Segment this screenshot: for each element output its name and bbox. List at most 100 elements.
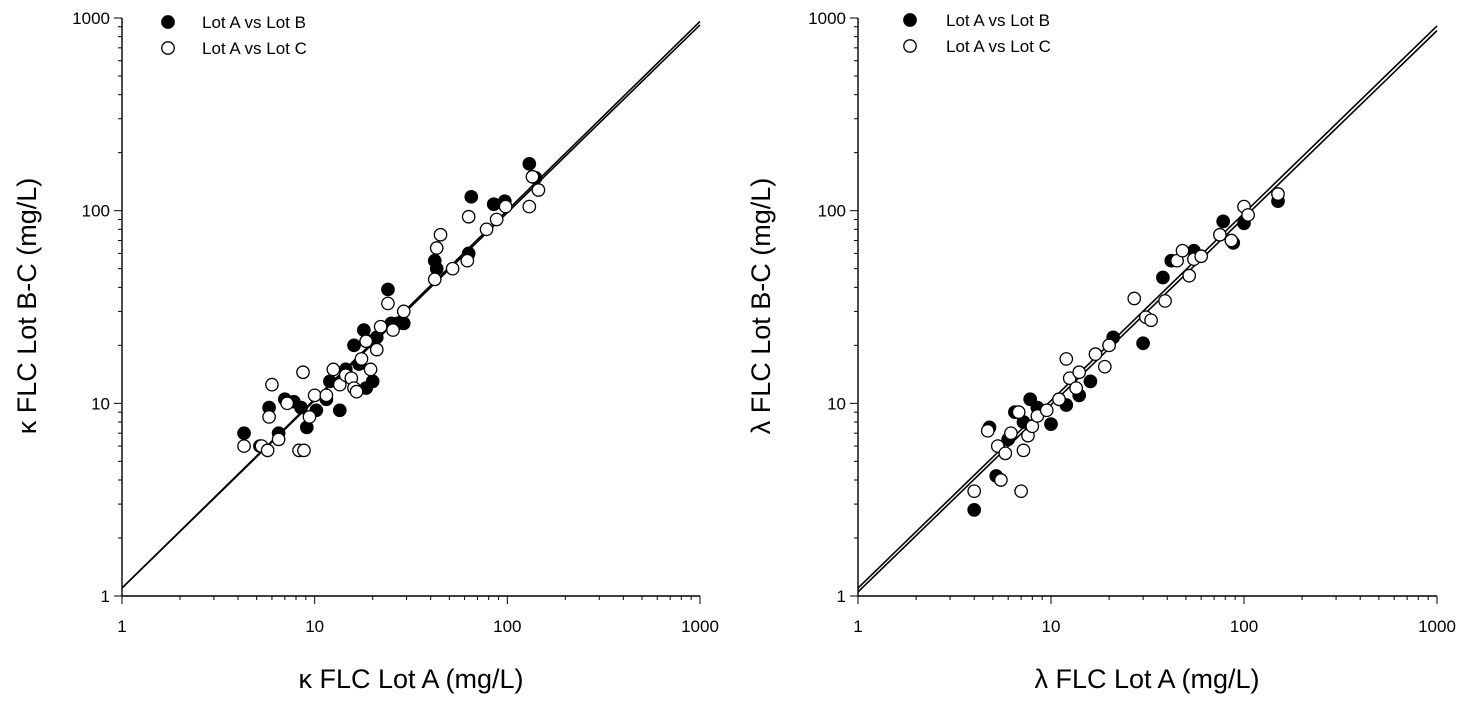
left-point-series-2 bbox=[460, 253, 475, 268]
right-point-series-1 bbox=[967, 502, 982, 517]
right-x-tick-label: 10 bbox=[1042, 617, 1061, 636]
left-x-tick-label: 1 bbox=[117, 617, 126, 636]
left-regression-line-2 bbox=[121, 20, 701, 589]
right-point-series-2 bbox=[1072, 365, 1087, 380]
right-point-series-2 bbox=[980, 423, 995, 438]
left-point-series-2 bbox=[297, 443, 311, 458]
left-point-series-1 bbox=[332, 403, 347, 418]
right-point-series-1 bbox=[1216, 214, 1231, 229]
left-point-series-2 bbox=[265, 377, 279, 392]
left-point-series-2 bbox=[396, 304, 411, 319]
right-point-series-2 bbox=[1004, 426, 1018, 441]
right-point-series-2 bbox=[1014, 484, 1028, 499]
left-y-tick-label: 10 bbox=[91, 394, 110, 413]
right-y-tick-label: 1 bbox=[837, 587, 846, 606]
right-point-series-2 bbox=[1102, 338, 1116, 353]
left-x-tick-label: 1000 bbox=[681, 617, 719, 636]
left-point-series-1 bbox=[381, 282, 395, 297]
right-legend-marker-1 bbox=[903, 13, 917, 27]
left-x-tick-label: 100 bbox=[493, 617, 521, 636]
left-legend-label-2: Lot A vs Lot C bbox=[202, 39, 307, 58]
left-point-series-2 bbox=[525, 169, 540, 184]
left-point-series-2 bbox=[433, 227, 448, 242]
right-point-series-1 bbox=[1083, 374, 1098, 389]
left-y-tick-label: 100 bbox=[82, 202, 110, 221]
right-x-tick-label: 100 bbox=[1230, 617, 1258, 636]
left-point-series-1 bbox=[365, 374, 380, 389]
left-point-series-2 bbox=[260, 443, 275, 458]
left-point-series-2 bbox=[381, 296, 395, 311]
left-y-axis-label: κ FLC Lot B-C (mg/L) bbox=[12, 178, 42, 435]
left-point-series-1 bbox=[464, 189, 479, 204]
left-point-series-2 bbox=[296, 365, 310, 380]
left-point-series-2 bbox=[369, 342, 384, 357]
left-point-series-1 bbox=[294, 400, 308, 415]
left-x-axis-label: κ FLC Lot A (mg/L) bbox=[298, 664, 523, 694]
right-point-series-2 bbox=[1271, 187, 1285, 201]
right-point-series-1 bbox=[1044, 417, 1058, 431]
left-point-series-2 bbox=[359, 334, 373, 349]
right-point-series-2 bbox=[1016, 443, 1031, 458]
right-regression-line-2 bbox=[857, 25, 1438, 589]
left-point-series-2 bbox=[363, 362, 378, 377]
left-point-series-1 bbox=[237, 426, 251, 441]
left-point-series-2 bbox=[522, 199, 537, 214]
right-point-series-2 bbox=[998, 446, 1013, 461]
left-chart: 1 10 100 1000 1 10 100 1000 κ FLC Lot A (mg/L) κ … bbox=[12, 9, 719, 694]
left-point-series-2 bbox=[349, 384, 364, 399]
left-point-series-2 bbox=[280, 396, 295, 411]
right-point-series-2 bbox=[1088, 347, 1103, 362]
left-point-series-2 bbox=[271, 432, 286, 447]
right-point-series-2 bbox=[1213, 227, 1227, 242]
right-point-series-2 bbox=[1175, 243, 1190, 258]
right-x-tick-label: 1 bbox=[853, 617, 862, 636]
right-point-series-2 bbox=[1011, 405, 1026, 419]
right-point-series-2 bbox=[967, 484, 982, 499]
left-point-series-2 bbox=[498, 199, 513, 214]
right-point-series-2 bbox=[1069, 381, 1084, 395]
left-point-series-2 bbox=[429, 241, 444, 255]
right-y-tick-label: 10 bbox=[827, 394, 846, 413]
right-point-series-2 bbox=[1241, 208, 1255, 222]
right-y-axis-label: λ FLC Lot B-C (mg/L) bbox=[746, 178, 776, 435]
right-x-axis-label: λ FLC Lot A (mg/L) bbox=[1034, 664, 1259, 694]
right-y-tick-label: 100 bbox=[818, 202, 846, 221]
left-point-series-2 bbox=[307, 388, 322, 403]
right-point-series-2 bbox=[1059, 352, 1074, 366]
right-point-series-2 bbox=[1039, 403, 1054, 418]
right-point-series-2 bbox=[1144, 313, 1158, 328]
left-point-series-2 bbox=[386, 323, 400, 337]
left-point-series-2 bbox=[427, 272, 442, 287]
left-point-series-2 bbox=[262, 410, 276, 424]
right-legend-marker-2 bbox=[903, 39, 917, 53]
left-legend-marker-2 bbox=[161, 41, 175, 55]
right-point-series-2 bbox=[1127, 291, 1142, 306]
right-point-series-2 bbox=[1194, 249, 1209, 264]
left-x-tick-label: 10 bbox=[305, 617, 324, 636]
right-x-tick-label: 1000 bbox=[1418, 617, 1456, 636]
right-point-series-2 bbox=[1097, 359, 1112, 374]
left-point-series-2 bbox=[237, 439, 251, 453]
left-point-series-2 bbox=[461, 209, 476, 224]
right-legend-label-2: Lot A vs Lot C bbox=[946, 37, 1051, 56]
right-point-series-2 bbox=[1158, 294, 1172, 308]
left-legend-label-1: Lot A vs Lot B bbox=[202, 13, 306, 32]
left-point-series-2 bbox=[302, 410, 317, 424]
left-point-series-2 bbox=[319, 388, 334, 403]
left-point-series-2 bbox=[489, 212, 504, 227]
right-legend-label-1: Lot A vs Lot B bbox=[946, 11, 1050, 30]
right-point-series-1 bbox=[1156, 270, 1170, 285]
left-point-series-2 bbox=[354, 352, 369, 366]
right-point-series-1 bbox=[1136, 336, 1150, 351]
left-point-series-1 bbox=[522, 156, 537, 171]
right-point-series-2 bbox=[994, 473, 1008, 487]
left-point-series-2 bbox=[326, 362, 341, 377]
right-y-tick-label: 1000 bbox=[808, 9, 846, 28]
right-point-series-2 bbox=[1182, 268, 1197, 283]
left-legend-marker-1 bbox=[161, 15, 175, 29]
left-point-series-2 bbox=[445, 261, 460, 276]
left-y-tick-label: 1000 bbox=[72, 9, 110, 28]
left-point-series-1 bbox=[347, 338, 361, 353]
left-point-series-2 bbox=[479, 222, 494, 237]
